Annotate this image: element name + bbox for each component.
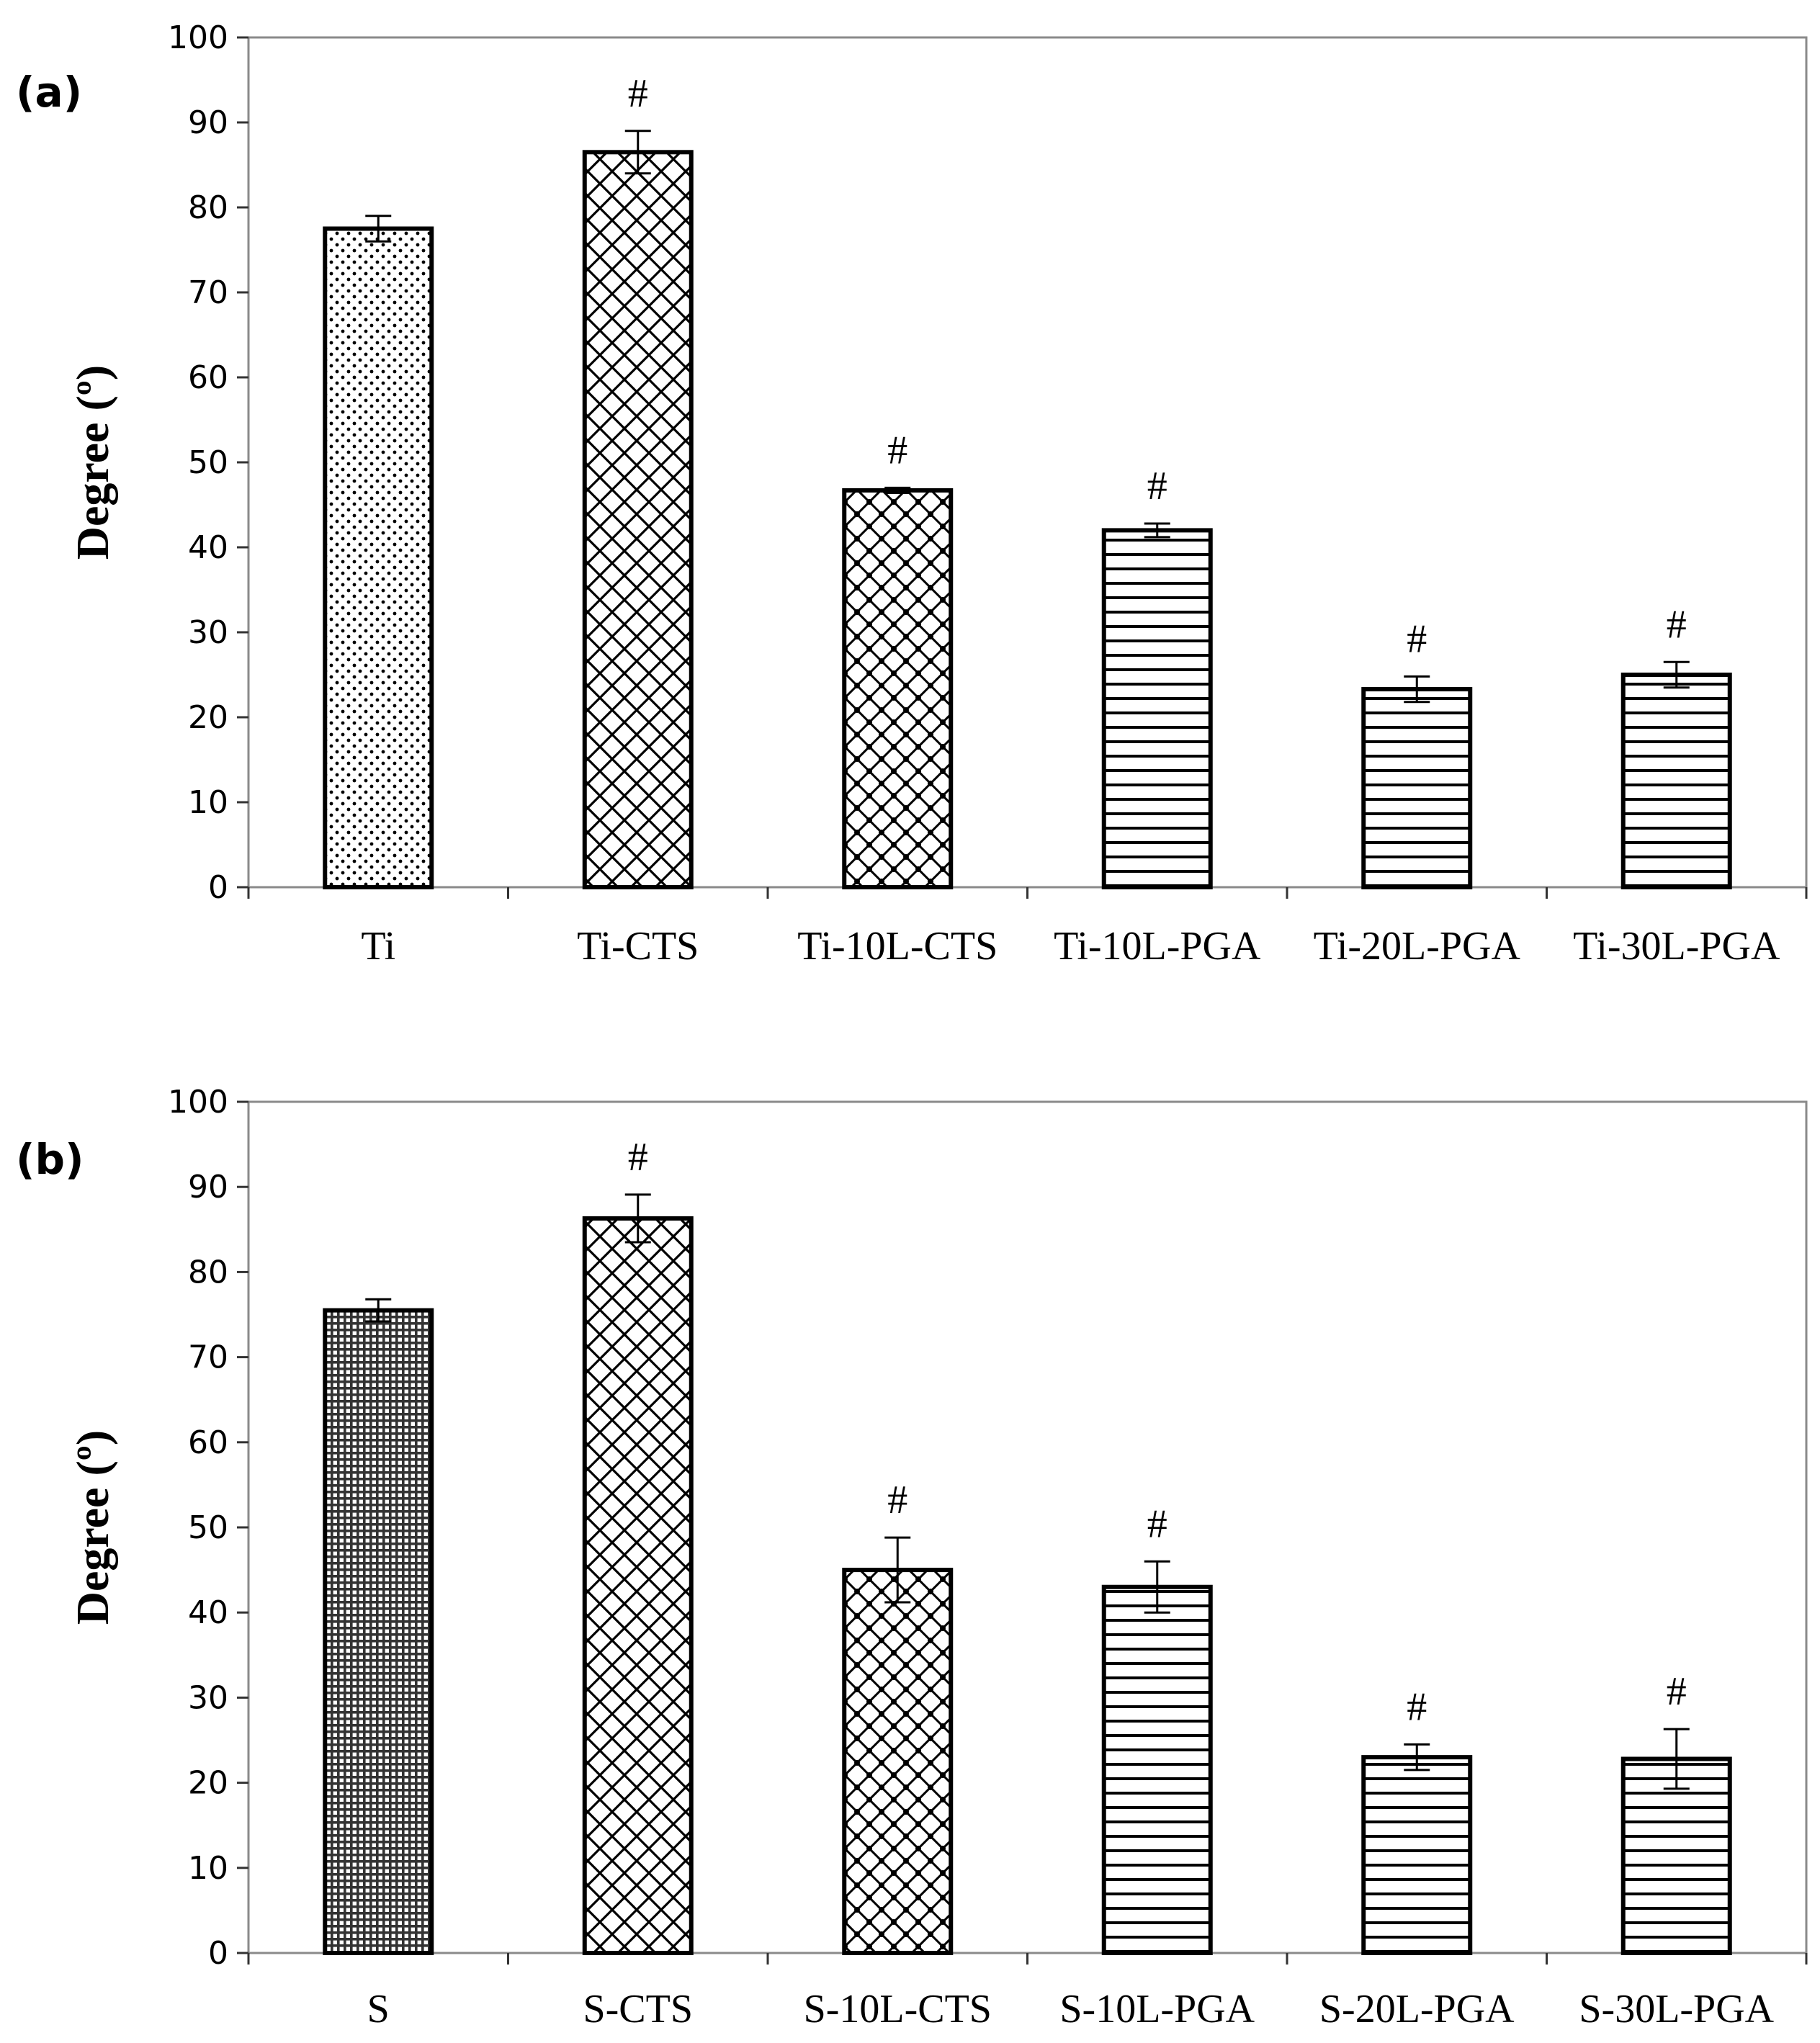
category-label: Ti-CTS (577, 924, 699, 969)
y-tick-label: 100 (168, 1084, 228, 1121)
significance-mark: # (887, 1478, 907, 1522)
category-label: Ti-10L-PGA (1054, 924, 1261, 969)
category-label: Ti-10L-CTS (797, 924, 998, 969)
y-tick-label: 100 (168, 19, 228, 56)
significance-mark: # (628, 1135, 648, 1180)
panel-label: (b) (16, 1135, 84, 1184)
bar (1620, 1756, 1732, 1955)
category-label: Ti-20L-PGA (1314, 924, 1521, 969)
category-label: Ti-30L-PGA (1573, 924, 1780, 969)
category-label: S-10L-PGA (1059, 1987, 1255, 2031)
y-tick-label: 30 (188, 1679, 228, 1716)
bar (1361, 687, 1473, 889)
y-tick-label: 20 (188, 1765, 228, 1802)
y-tick-label: 80 (188, 189, 228, 226)
y-tick-label: 40 (188, 1594, 228, 1631)
y-tick-label: 90 (188, 1169, 228, 1205)
y-tick-label: 30 (188, 614, 228, 651)
y-tick-label: 70 (188, 1339, 228, 1376)
significance-mark: # (1667, 602, 1687, 647)
bar (323, 226, 434, 889)
y-tick-label: 80 (188, 1254, 228, 1290)
category-label: S-CTS (583, 1987, 694, 2031)
category-label: S (367, 1987, 390, 2031)
category-label: S-30L-PGA (1579, 1987, 1774, 2031)
y-tick-label: 40 (188, 529, 228, 566)
significance-mark: # (1407, 616, 1427, 661)
y-tick-label: 90 (188, 104, 228, 141)
bar (1620, 673, 1732, 889)
y-tick-label: 50 (188, 444, 228, 481)
bar (582, 1216, 694, 1955)
y-axis-title: Degree (º) (67, 365, 118, 560)
significance-mark: # (628, 71, 648, 116)
significance-mark: # (1667, 1669, 1687, 1714)
bar (582, 150, 694, 890)
bar (1101, 1584, 1213, 1955)
y-tick-label: 0 (208, 1935, 228, 1972)
bar (1101, 528, 1213, 890)
y-tick-label: 50 (188, 1509, 228, 1546)
bar (323, 1308, 434, 1955)
category-label: Ti (361, 924, 395, 969)
y-tick-label: 10 (188, 1850, 228, 1887)
category-label: S-10L-CTS (804, 1987, 992, 2031)
bar (842, 488, 954, 889)
category-label: S-20L-PGA (1319, 1987, 1515, 2031)
panel-label: (a) (16, 68, 82, 117)
bar (1361, 1755, 1473, 1955)
y-tick-label: 10 (188, 784, 228, 821)
y-tick-label: 0 (208, 869, 228, 906)
plot-frame (247, 1100, 1808, 1954)
significance-mark: # (1147, 464, 1167, 508)
significance-mark: # (1147, 1501, 1167, 1546)
y-axis-title: Degree (º) (67, 1430, 118, 1625)
y-tick-label: 70 (188, 274, 228, 311)
y-tick-label: 20 (188, 699, 228, 736)
significance-mark: # (1407, 1684, 1427, 1729)
y-tick-label: 60 (188, 1424, 228, 1461)
plot-frame (247, 36, 1808, 889)
bar (842, 1568, 954, 1956)
y-tick-label: 60 (188, 359, 228, 396)
significance-mark: # (887, 428, 907, 472)
